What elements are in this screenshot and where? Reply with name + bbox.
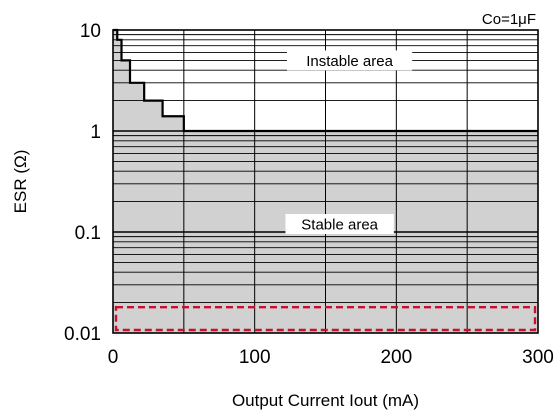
y-axis-label: ESR (Ω) [11, 150, 30, 214]
stability-boundary-line [113, 28, 538, 133]
condition-label: Co=1μF [482, 11, 536, 28]
annotation: Stable area [285, 214, 394, 235]
y-tick-label: 10 [80, 21, 101, 42]
y-tick-label: 1 [90, 122, 101, 143]
x-tick-labels: 0 100 200 300 [108, 347, 554, 368]
highlight-region [114, 306, 537, 332]
plot-frame [112, 29, 539, 334]
annotation-text: Instable area [306, 53, 393, 70]
x-tick-label: 300 [522, 347, 554, 368]
annotation-text: Stable area [301, 217, 378, 234]
x-tick-label: 200 [380, 347, 412, 368]
y-tick-labels: 0.01 0.1 1 10 [64, 21, 101, 345]
annotation-background [285, 214, 394, 235]
annotations: Instable area Stable area [285, 50, 413, 235]
annotation: Instable area [286, 50, 413, 71]
y-tick-label: 0.1 [75, 223, 101, 244]
annotation-background [286, 50, 413, 71]
x-axis-label: Output Current Iout (mA) [232, 391, 419, 410]
x-tick-label: 100 [239, 347, 271, 368]
y-tick-label: 0.01 [64, 324, 101, 345]
x-tick-label: 0 [108, 347, 119, 368]
